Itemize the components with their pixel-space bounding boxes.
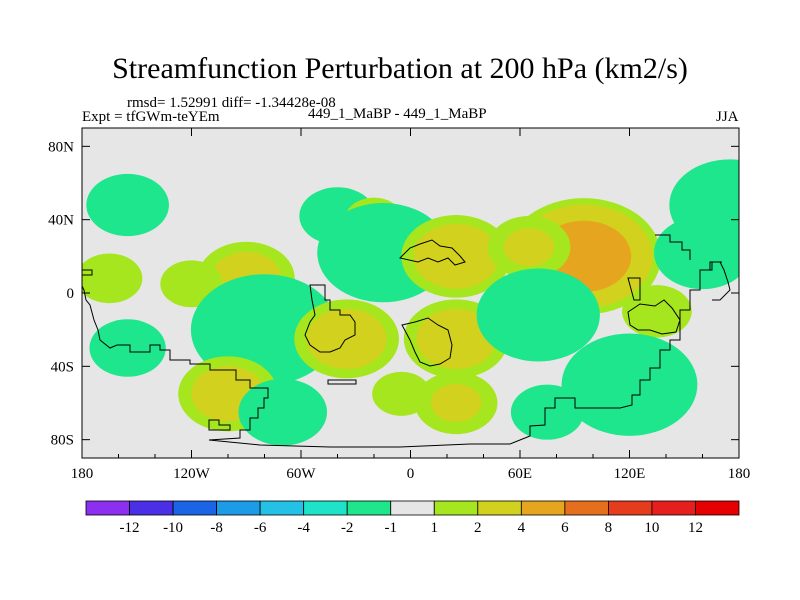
anomaly-20: [622, 285, 692, 338]
anomaly-8: [238, 378, 328, 446]
anomaly-16: [669, 159, 739, 251]
x-tick-label: 60W: [286, 466, 316, 482]
colorbar-swatch: [129, 500, 174, 516]
colorbar-swatch: [390, 500, 435, 516]
colorbar-label: -4: [297, 520, 310, 536]
colorbar-label: 4: [518, 520, 526, 536]
plot-title: Streamfunction Perturbation at 200 hPa (…: [112, 52, 688, 85]
colorbar-swatch: [564, 500, 609, 516]
contour-fill: [89, 319, 166, 377]
contour-fill: [86, 173, 169, 237]
colorbar-swatch: [303, 500, 348, 516]
colorbar-swatch: [651, 500, 696, 516]
coastline-antarctica: [82, 285, 269, 441]
contour-fill: [561, 333, 698, 436]
coastline-ross-ice: [208, 419, 231, 431]
expt-label: Expt = tfGWm-teYEm: [82, 109, 220, 125]
case-label: 449_1_MaBP - 449_1_MaBP: [308, 106, 487, 122]
contour-fill: [82, 253, 143, 304]
contour-fill: [476, 268, 600, 362]
colorbar-label: 10: [644, 520, 659, 536]
anomaly-12: [401, 215, 511, 298]
y-tick-label: 40S: [51, 359, 74, 375]
coastline-australia: [627, 299, 681, 335]
stats-line: rmsd= 1.52991 diff= -1.34428e-08: [127, 95, 336, 111]
colorbar-swatch: [608, 500, 653, 516]
coastline-south-america: [304, 284, 356, 353]
contour-fill: [372, 371, 431, 416]
colorbar-label: -6: [254, 520, 267, 536]
colorbar-swatch: [695, 500, 740, 516]
y-tick-label: 80S: [51, 433, 74, 449]
coastlines: [82, 234, 731, 448]
colorbar-swatch: [346, 500, 392, 516]
colorbar-label: 8: [605, 520, 613, 536]
colorbar-label: -1: [384, 520, 397, 536]
colorbar-swatch: [433, 500, 479, 516]
coastline-east-pacific: [700, 261, 731, 301]
anomaly-22: [414, 371, 498, 435]
coastline-east-asia: [627, 277, 641, 301]
colorbar-swatch: [259, 500, 305, 516]
colorbar-swatch: [85, 500, 130, 516]
colorbar-label: -12: [120, 520, 140, 536]
coastline-africa: [401, 317, 453, 367]
y-tick-label: 80N: [48, 139, 74, 155]
axes: 180 120W 60W 0 60E 120E 180 80N 40N 0 40S 80S: [48, 128, 750, 482]
anomaly-19: [476, 268, 600, 362]
anomaly-11: [317, 203, 449, 303]
coastline-antarctica-east: [208, 261, 722, 448]
colorbar-swatch: [477, 500, 522, 516]
colorbar-label: -10: [163, 520, 183, 536]
contour-fill: [413, 223, 500, 289]
contour-fill: [669, 159, 739, 251]
anomaly-24: [372, 371, 431, 416]
x-tick-label: 120W: [173, 466, 211, 482]
y-tick-label: 40N: [48, 213, 74, 229]
y-tick-label: 0: [67, 286, 75, 302]
colorbar-label: 6: [561, 520, 569, 536]
colorbar-label: 12: [688, 520, 703, 536]
season-label: JJA: [716, 109, 739, 125]
anomaly-4: [82, 253, 143, 304]
x-tick-label: 180: [728, 466, 751, 482]
colorbar-swatch: [172, 500, 217, 516]
colorbar-label: 1: [431, 520, 439, 536]
coastline-island: [327, 379, 357, 385]
colorbar-label: -2: [341, 520, 354, 536]
contour-fill: [238, 378, 328, 446]
anomaly-1: [86, 173, 169, 237]
x-tick-label: 120E: [614, 466, 646, 482]
contour-fill: [510, 384, 584, 440]
contour-fill: [430, 383, 482, 423]
x-tick-label: 180: [71, 466, 94, 482]
anomaly-23: [510, 384, 584, 440]
colorbar-label: -8: [210, 520, 223, 536]
colorbar-swatch: [520, 500, 566, 516]
coastline-eurasia: [399, 239, 466, 266]
coastline-arctic: [655, 234, 691, 260]
anomaly-14: [487, 216, 571, 279]
contour-fill: [622, 285, 692, 338]
anomaly-21: [561, 333, 698, 436]
x-tick-label: 60E: [508, 466, 532, 482]
contour-fill: [503, 228, 555, 267]
colorbar-label: 2: [474, 520, 482, 536]
anomaly-5: [89, 319, 166, 377]
colorbar-swatch: [216, 500, 261, 516]
colorbar: -12 -10 -8 -6 -4 -2 -1 1 2 4 6 8 10 12: [85, 500, 740, 536]
x-tick-label: 0: [407, 466, 415, 482]
coastline-west: [82, 269, 93, 276]
